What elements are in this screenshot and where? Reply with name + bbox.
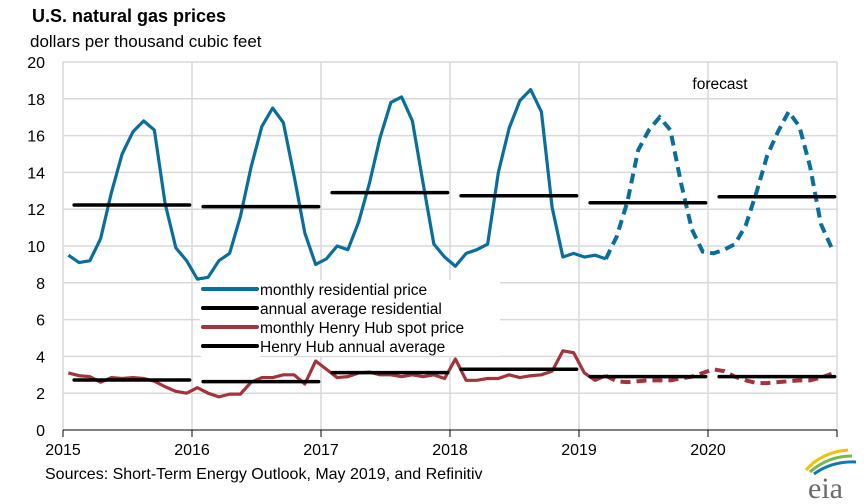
series-line-forecast [604,367,833,386]
chart-title: U.S. natural gas prices [32,6,227,26]
legend-label: annual average residential [260,301,442,318]
y-tick-label: 20 [27,55,45,72]
x-tick-label: 2019 [561,442,597,459]
y-tick-label: 16 [27,129,45,146]
y-tick-label: 0 [36,423,45,440]
forecast-label: forecast [692,76,748,93]
x-tick-label: 2018 [432,442,468,459]
x-tick-label: 2016 [174,442,210,459]
legend-label: Henry Hub annual average [260,339,445,356]
y-tick-label: 18 [27,92,45,109]
legend-label: monthly Henry Hub spot price [260,320,464,337]
y-tick-label: 8 [36,276,45,293]
series-line-forecast [604,107,834,260]
y-tick-label: 10 [27,239,45,256]
series-line-actual [67,87,607,281]
legend-box [200,280,500,356]
y-tick-label: 6 [36,313,45,330]
x-tick-label: 2017 [303,442,339,459]
x-tick-label: 2015 [45,442,81,459]
y-tick-label: 14 [27,165,45,182]
legend-label: monthly residential price [260,282,427,299]
y-tick-label: 2 [36,386,45,403]
y-tick-label: 4 [36,349,45,366]
source-note: Sources: Short-Term Energy Outlook, May … [45,466,483,483]
chart-subtitle: dollars per thousand cubic feet [30,32,262,51]
x-tick-label: 2020 [690,442,726,459]
y-tick-label: 12 [27,202,45,219]
